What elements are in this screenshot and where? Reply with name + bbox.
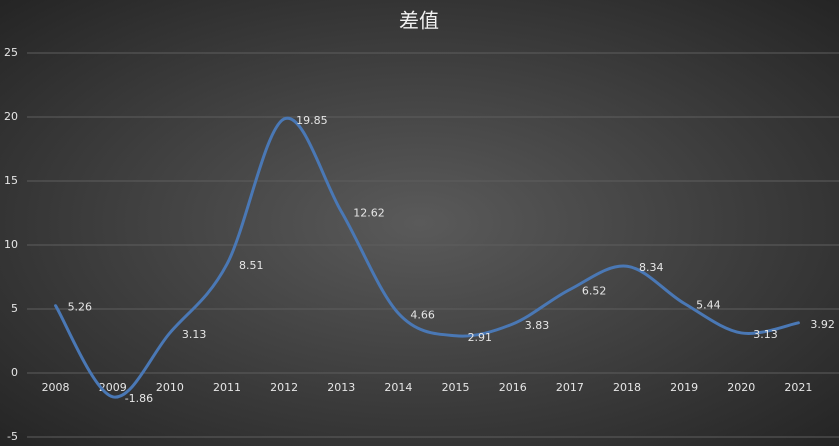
x-tick-label: 2021 [784, 381, 812, 394]
data-label: 3.92 [810, 318, 835, 331]
x-tick-label: 2015 [442, 381, 470, 394]
x-tick-label: 2020 [727, 381, 755, 394]
data-label: 3.83 [525, 319, 550, 332]
y-tick-label: 10 [4, 238, 18, 251]
data-label: 2.91 [468, 331, 493, 344]
data-label: 6.52 [582, 285, 607, 298]
x-tick-label: 2012 [270, 381, 298, 394]
data-label: 8.34 [639, 261, 664, 274]
x-tick-label: 2008 [42, 381, 70, 394]
data-label: 5.26 [68, 301, 93, 314]
x-tick-label: 2010 [156, 381, 184, 394]
y-tick-label: -5 [7, 430, 18, 443]
x-tick-label: 2016 [499, 381, 527, 394]
x-tick-label: 2018 [613, 381, 641, 394]
y-tick-label: 15 [4, 174, 18, 187]
x-tick-label: 2017 [556, 381, 584, 394]
data-label: 3.13 [753, 328, 778, 341]
data-label: 3.13 [182, 328, 207, 341]
data-label: 4.66 [410, 308, 435, 321]
line [54, 116, 800, 399]
x-tick-label: 2011 [213, 381, 241, 394]
y-tick-label: 20 [4, 110, 18, 123]
data-label: -1.86 [125, 392, 153, 405]
y-tick-label: 5 [11, 302, 18, 315]
data-label: 5.44 [696, 298, 721, 311]
x-tick-label: 2019 [670, 381, 698, 394]
y-tick-label: 0 [11, 366, 18, 379]
x-tick-label: 2014 [384, 381, 412, 394]
chart-title: 差值 [399, 9, 439, 33]
data-label: 12.62 [353, 206, 385, 219]
x-tick-label: 2013 [327, 381, 355, 394]
data-label: 19.85 [296, 114, 328, 127]
y-tick-label: 25 [4, 46, 18, 59]
data-label: 8.51 [239, 259, 264, 272]
